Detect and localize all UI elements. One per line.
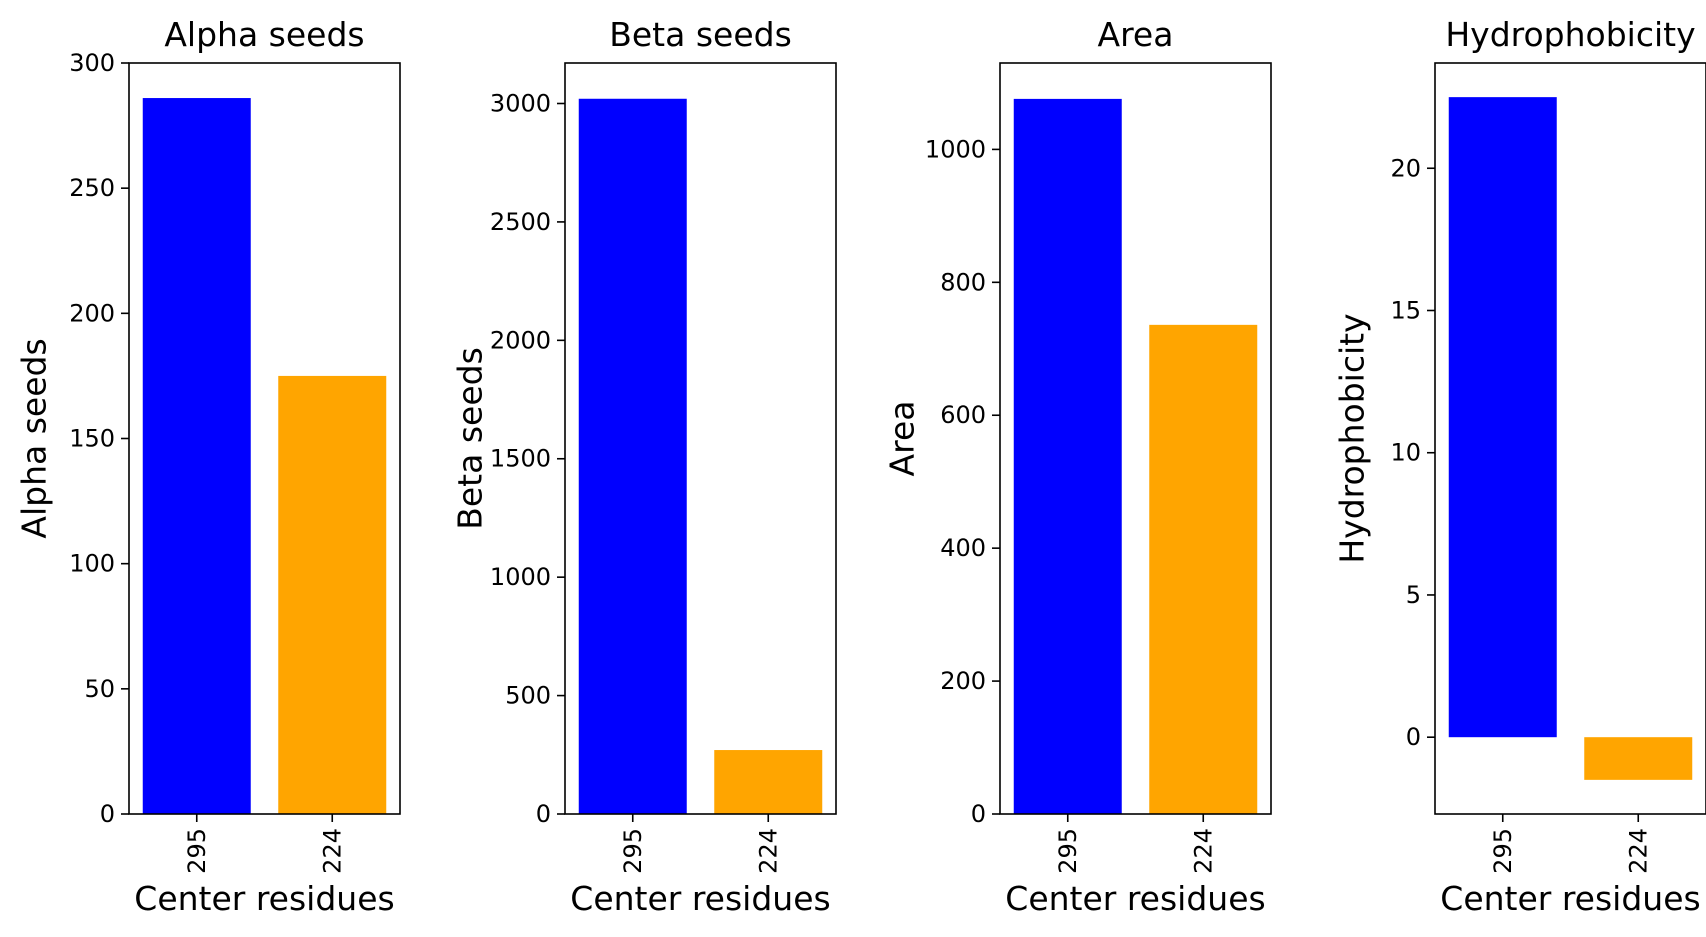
y-tick-label: 600 (940, 401, 986, 429)
chart-title: Alpha seeds (164, 15, 364, 54)
x-axis-label: Center residues (1440, 879, 1700, 918)
x-tick-label: 295 (183, 828, 211, 874)
y-tick-label: 2000 (490, 326, 551, 354)
y-tick-label: 400 (940, 534, 986, 562)
y-tick-label: 250 (69, 174, 115, 202)
y-tick-label: 0 (100, 800, 115, 828)
x-tick-label: 224 (1624, 828, 1652, 874)
x-tick-label: 295 (619, 828, 647, 874)
y-axis-label: Hydrophobicity (1333, 313, 1372, 563)
bar-224 (1584, 737, 1693, 780)
x-tick-label: 224 (1189, 828, 1217, 874)
x-axis-label: Center residues (134, 879, 394, 918)
y-tick-label: 3000 (490, 89, 551, 117)
y-tick-label: 15 (1390, 296, 1421, 324)
panel-2: 0 500 1000 1500 2000 2500 3000 295 224 Beta seeds… (451, 15, 837, 918)
y-tick-label: 0 (536, 800, 551, 828)
y-tick-label: 10 (1390, 439, 1421, 467)
y-tick-label: 1000 (925, 135, 986, 163)
bar-295 (578, 98, 687, 814)
bar-295 (1448, 97, 1557, 738)
y-tick-label: 0 (971, 800, 986, 828)
y-tick-label: 50 (84, 675, 115, 703)
x-tick-label: 295 (1054, 828, 1082, 874)
y-axis-label: Alpha seeds (15, 338, 54, 538)
y-tick-label: 2500 (490, 208, 551, 236)
y-tick-label: 5 (1406, 581, 1421, 609)
panel-3: 0 200 400 600 800 1000 295 224 Area Center residu… (883, 15, 1272, 918)
panel-1: 0 50 100 150 200 250 300 295 224 Alpha seeds Cente… (15, 15, 401, 918)
bar-295 (1013, 98, 1122, 814)
y-tick-label: 1000 (490, 563, 551, 591)
y-tick-label: 20 (1390, 154, 1421, 182)
y-tick-label: 800 (940, 268, 986, 296)
y-tick-label: 300 (69, 49, 115, 77)
y-tick-label: 500 (505, 682, 551, 710)
y-axis-label: Beta seeds (451, 347, 490, 530)
y-axis-label: Area (883, 401, 922, 477)
chart-title: Area (1098, 15, 1174, 54)
chart-title: Beta seeds (609, 15, 792, 54)
panel-4: 0 5 10 15 20 295 224 Hydrophobicity Center resid… (1333, 15, 1706, 918)
x-axis-label: Center residues (570, 879, 830, 918)
x-tick-label: 224 (754, 828, 782, 874)
bar-224 (714, 750, 823, 814)
bar-295 (142, 98, 251, 815)
bar-224 (1149, 324, 1258, 814)
y-tick-label: 200 (940, 667, 986, 695)
bar-224 (278, 375, 387, 814)
y-tick-label: 100 (69, 550, 115, 578)
axes-frame (1434, 62, 1706, 815)
x-tick-label: 295 (1489, 828, 1517, 874)
chart-title: Hydrophobicity (1445, 15, 1695, 54)
x-axis-label: Center residues (1005, 879, 1265, 918)
y-tick-label: 0 (1406, 723, 1421, 751)
y-tick-label: 150 (69, 425, 115, 453)
axes-frame (999, 62, 1272, 815)
axes-frame (564, 62, 837, 815)
y-tick-label: 200 (69, 299, 115, 327)
x-tick-label: 224 (318, 828, 346, 874)
y-tick-label: 1500 (490, 445, 551, 473)
